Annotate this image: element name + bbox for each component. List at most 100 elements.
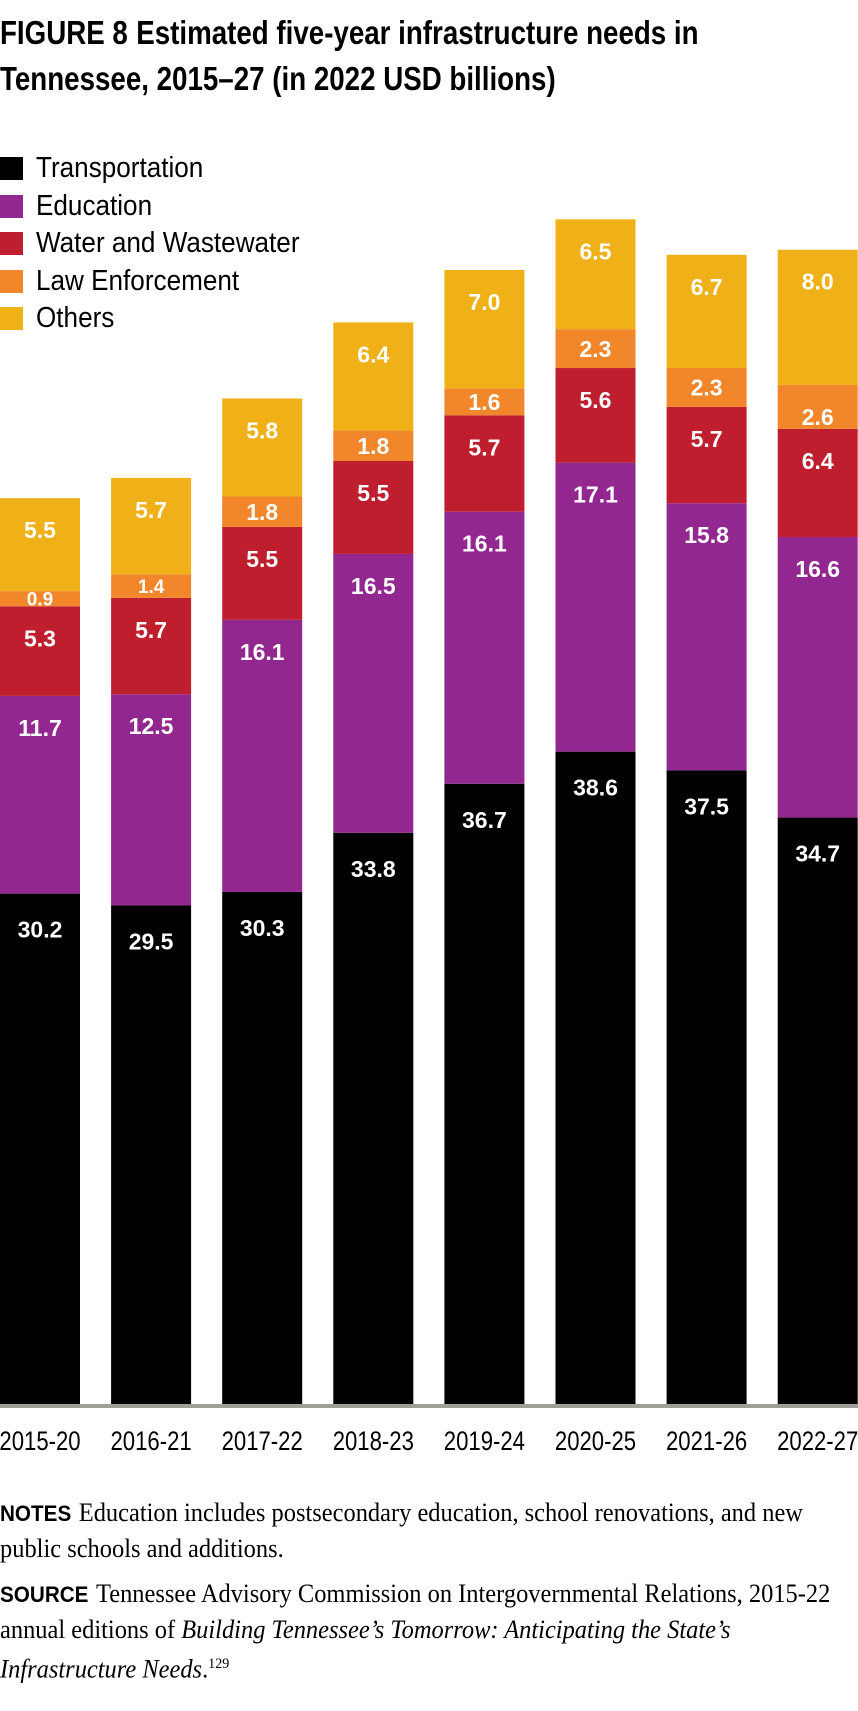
data-label: 16.5 xyxy=(351,573,396,599)
x-tick-label: 2022-27 xyxy=(777,1427,858,1457)
legend: Transportation Education Water and Wastewa… xyxy=(0,150,329,338)
notes-text: Education includes postsecondary educati… xyxy=(0,1498,803,1563)
x-tick-label: 2015-20 xyxy=(0,1427,81,1457)
bar-stack-2015-20: 30.2 11.7 5.3 0.9 5.5 xyxy=(0,498,80,1404)
stacked-bar-chart: 30.2 11.7 5.3 0.9 5.5 2015-20 29.5 12.5 5.7 1.4 5.… xyxy=(0,219,858,1457)
bar-stack-2018-23: 33.8 16.5 5.5 1.8 6.4 xyxy=(333,322,414,1404)
data-label: 5.7 xyxy=(691,426,723,452)
legend-label: Education xyxy=(36,189,153,222)
bar-segment-transportation xyxy=(555,751,636,1404)
bar-stack-2021-26: 37.5 15.8 5.7 2.3 6.7 xyxy=(666,254,747,1404)
data-label: 16.1 xyxy=(240,639,285,665)
bar-segment-others xyxy=(777,249,858,385)
chart-title: FIGURE 8 Estimated five-year infrastructu… xyxy=(0,10,840,102)
legend-label: Law Enforcement xyxy=(36,264,240,297)
data-label: 12.5 xyxy=(129,713,174,739)
legend-swatch xyxy=(0,157,23,181)
data-label: 5.5 xyxy=(357,480,389,506)
data-label: 2.6 xyxy=(802,404,834,430)
bar-segment-transportation xyxy=(111,905,192,1404)
legend-swatch xyxy=(0,307,23,331)
bar-segment-others xyxy=(555,219,636,330)
data-label: 6.7 xyxy=(691,274,723,300)
bar-segment-transportation xyxy=(777,817,858,1404)
data-label: 16.6 xyxy=(795,556,840,582)
legend-label: Water and Wastewater xyxy=(36,227,300,260)
data-label: 11.7 xyxy=(18,715,62,741)
bar-segment-water-and-wastewater xyxy=(444,415,525,512)
data-label: 16.1 xyxy=(462,531,507,557)
legend-item: Law Enforcement xyxy=(0,263,329,301)
bar-segment-transportation xyxy=(333,832,414,1404)
x-tick-label: 2020-25 xyxy=(555,1427,636,1457)
bar-segment-others xyxy=(0,498,80,592)
notes-label: NOTES xyxy=(0,1501,72,1526)
legend-item: Education xyxy=(0,188,329,226)
bar-segment-education xyxy=(666,503,747,771)
title-line-2: Tennessee, 2015–27 (in 2022 USD billions… xyxy=(0,60,556,97)
legend-swatch xyxy=(0,194,23,218)
data-label: 5.3 xyxy=(24,625,56,651)
notes: NOTES Education includes postsecondary ed… xyxy=(0,1495,846,1566)
bar-segment-education xyxy=(444,511,525,784)
data-label: 0.9 xyxy=(27,590,53,611)
bar-segment-water-and-wastewater xyxy=(777,428,858,538)
x-tick-label: 2016-21 xyxy=(111,1427,192,1457)
bar-segment-water-and-wastewater xyxy=(333,460,414,554)
title-line-1: Estimated five-year infrastructure needs… xyxy=(136,14,699,51)
data-label: 30.2 xyxy=(18,917,63,943)
bar-segment-education xyxy=(0,695,80,894)
bar-segment-water-and-wastewater xyxy=(0,606,80,696)
data-label: 8.0 xyxy=(802,269,834,295)
bar-stack-2022-27: 34.7 16.6 6.4 2.6 8.0 xyxy=(777,249,858,1404)
x-tick-label: 2017-22 xyxy=(222,1427,303,1457)
source-text: Tennessee Advisory Commission on Intergo… xyxy=(0,1579,831,1644)
legend-label: Others xyxy=(36,302,115,335)
data-label: 5.7 xyxy=(135,617,167,643)
bar-segment-others xyxy=(666,254,747,369)
data-label: 5.8 xyxy=(246,417,278,443)
data-label: 6.4 xyxy=(357,341,389,367)
bar-segment-law-enforcement xyxy=(111,574,192,598)
data-label: 37.5 xyxy=(684,793,729,819)
bar-stack-2019-24: 36.7 16.1 5.7 1.6 7.0 xyxy=(444,270,525,1404)
x-tick-label: 2021-26 xyxy=(666,1427,747,1457)
data-label: 17.1 xyxy=(573,482,618,508)
bar-segment-water-and-wastewater xyxy=(111,597,192,695)
bar-segment-others xyxy=(444,270,525,389)
data-label: 6.4 xyxy=(802,448,834,474)
bar-segment-law-enforcement xyxy=(555,329,636,369)
bar-segment-education xyxy=(222,619,303,892)
data-label: 5.5 xyxy=(24,517,56,543)
bar-segment-law-enforcement xyxy=(0,591,80,607)
bar-stack-2017-22: 30.3 16.1 5.5 1.8 5.8 xyxy=(222,398,303,1404)
legend-item: Others xyxy=(0,300,329,338)
x-tick-label: 2018-23 xyxy=(333,1427,414,1457)
data-label: 1.6 xyxy=(468,389,500,415)
data-label: 1.4 xyxy=(138,577,165,598)
data-label: 29.5 xyxy=(129,928,174,954)
data-label: 7.0 xyxy=(468,289,500,315)
bar-segment-law-enforcement xyxy=(666,368,747,407)
notes-section: NOTES Education includes postsecondary ed… xyxy=(0,1495,846,1697)
x-tick-label: 2019-24 xyxy=(444,1427,525,1457)
data-label: 2.3 xyxy=(691,375,723,401)
data-label: 33.8 xyxy=(351,856,396,882)
bar-segment-transportation xyxy=(666,770,747,1404)
source-end: . xyxy=(202,1654,209,1684)
bar-segment-water-and-wastewater xyxy=(666,406,747,504)
bar-segment-water-and-wastewater xyxy=(555,368,636,463)
bar-stack-2016-21: 29.5 12.5 5.7 1.4 5.7 xyxy=(111,477,192,1404)
data-label: 1.8 xyxy=(246,499,278,525)
legend-item: Transportation xyxy=(0,150,329,188)
data-label: 6.5 xyxy=(580,238,612,264)
source-title: Building Tennessee’s Tomorrow: Anticipat… xyxy=(0,1615,731,1684)
legend-swatch xyxy=(0,232,23,256)
bar-stack-2020-25: 38.6 17.1 5.6 2.3 6.5 xyxy=(555,219,636,1404)
bar-segment-water-and-wastewater xyxy=(222,526,303,620)
bar-segment-law-enforcement xyxy=(222,496,303,527)
data-label: 38.6 xyxy=(573,775,618,801)
bar-segment-education xyxy=(555,462,636,752)
data-label: 30.3 xyxy=(240,915,285,941)
bar-segment-transportation xyxy=(0,893,80,1404)
